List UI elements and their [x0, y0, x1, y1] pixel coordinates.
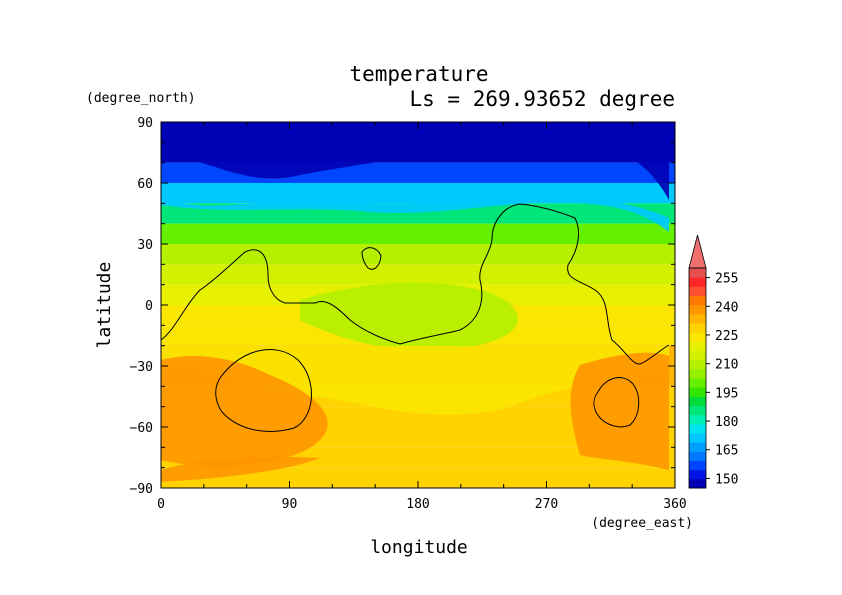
x-axis-units: (degree_east) [591, 516, 693, 531]
chart-subtitle: Ls = 269.93652 degree [409, 87, 675, 111]
chart-title: temperature [349, 62, 488, 86]
y-tick-label-5: −60 [130, 421, 153, 436]
colorbar-segment-1 [689, 469, 706, 480]
colorbar-label-4: 195 [715, 386, 738, 401]
x-tick-label-0: 0 [157, 497, 165, 512]
subtropical-feature [161, 346, 669, 415]
colorbar-segment-15 [689, 341, 706, 351]
colorbar-segment-2 [689, 460, 706, 471]
x-axis-label: longitude [370, 537, 468, 558]
x-tick-label-2: 180 [406, 497, 429, 512]
axis-ticks: 0 90 180 270 360 90 60 30 0 −30 −60 −90 [130, 116, 687, 512]
y-tick-label-1: 60 [137, 177, 153, 192]
colorbar-segment-22 [689, 277, 706, 287]
colorbar-label-0: 255 [715, 272, 738, 287]
x-tick-label-4: 360 [663, 497, 686, 512]
continent-outline [160, 203, 670, 365]
y-tick-label-0: 90 [137, 116, 153, 131]
y-axis-units: (degree_north) [86, 91, 196, 106]
crater-outline-west [215, 349, 312, 432]
colorbar-frame [688, 267, 707, 489]
colorbar-segment-18 [689, 313, 706, 324]
crater-outline-east [593, 377, 640, 428]
colorbar-segment-5 [689, 433, 706, 443]
continent-contours [160, 203, 670, 432]
colorbar-segment-4 [689, 442, 706, 452]
colorbar-segment-10 [689, 387, 706, 397]
y-tick-label-2: 30 [137, 238, 153, 253]
colorbar-segment-3 [689, 451, 706, 461]
colorbar-segment-7 [689, 414, 706, 425]
island-outline [361, 247, 382, 270]
southern-east-hot-feature [570, 352, 669, 470]
colorbar-segment-12 [689, 368, 706, 379]
colorbar-label-6: 165 [715, 444, 738, 459]
colorbar-segment-14 [689, 350, 706, 361]
southern-band-feature [161, 456, 320, 482]
y-axis-label: latitude [94, 262, 115, 349]
x-tick-label-1: 90 [282, 497, 298, 512]
colorbar-segment-16 [689, 332, 706, 342]
colorbar-segment-20 [689, 295, 706, 306]
colorbar-segment-17 [689, 323, 706, 333]
colorbar-segment-23 [689, 268, 706, 278]
colorbar-segment-19 [689, 304, 706, 315]
colorbar-segment-6 [689, 423, 706, 434]
temperature-band-6 [161, 244, 675, 265]
colorbar: 255 240 225 210 195 180 165 150 [688, 234, 738, 489]
colorbar-label-3: 210 [715, 358, 738, 373]
y-tick-label-3: 0 [145, 299, 153, 314]
colorbar-segment-9 [689, 396, 706, 406]
colorbar-extend-arrow [688, 234, 707, 269]
x-tick-label-3: 270 [535, 497, 558, 512]
cyan-belt-feature [161, 195, 669, 232]
temperature-band-5 [161, 223, 675, 244]
colorbar-label-1: 240 [715, 300, 738, 315]
colorbar-label-2: 225 [715, 329, 738, 344]
colorbar-segment-13 [689, 359, 706, 370]
colorbar-label-5: 180 [715, 415, 738, 430]
colorbar-label-7: 150 [715, 472, 738, 487]
southern-west-hot-feature [161, 355, 328, 466]
y-tick-label-4: −30 [130, 360, 153, 375]
colorbar-segment-0 [689, 478, 706, 489]
temperature-field-features [161, 130, 669, 482]
y-tick-label-6: −90 [130, 482, 153, 497]
polar-cap-feature [161, 130, 669, 200]
colorbar-segment-21 [689, 286, 706, 296]
colorbar-segment-11 [689, 378, 706, 388]
colorbar-segment-8 [689, 405, 706, 416]
mid-green-feature [300, 282, 518, 351]
temperature-band-7 [161, 264, 675, 285]
